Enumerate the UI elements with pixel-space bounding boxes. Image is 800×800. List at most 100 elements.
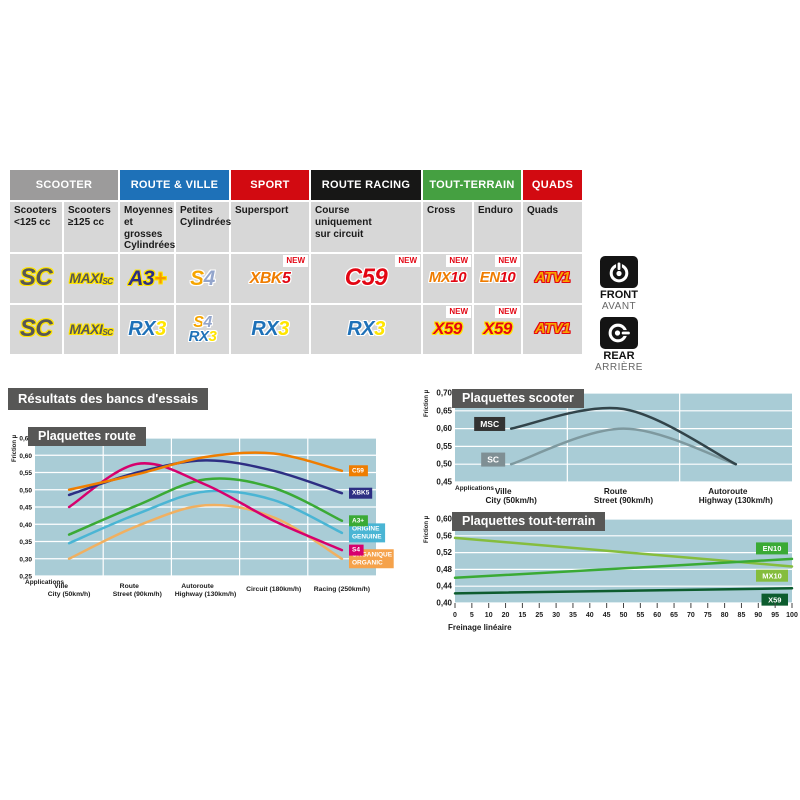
badge-en10: EN10 xyxy=(480,270,516,285)
svg-text:Street (90km/h): Street (90km/h) xyxy=(594,496,653,505)
rear-cell-atv1: ATV1 xyxy=(523,305,582,354)
svg-text:Ville: Ville xyxy=(495,487,512,496)
svg-text:Route: Route xyxy=(604,487,628,496)
svg-text:Friction µ: Friction µ xyxy=(424,389,430,417)
badge-segment: 3 xyxy=(278,318,289,340)
badge-segment: MAXI xyxy=(69,320,103,337)
svg-text:95: 95 xyxy=(771,612,779,619)
svg-text:Applications: Applications xyxy=(25,579,64,586)
rear-cell-rx3: RX3 xyxy=(231,305,309,354)
svg-text:Friction µ: Friction µ xyxy=(424,515,430,543)
svg-text:0,65: 0,65 xyxy=(436,406,452,415)
svg-text:0,65: 0,65 xyxy=(19,436,32,443)
svg-text:0,60: 0,60 xyxy=(436,424,452,433)
badge-maxisc: MAXISC xyxy=(69,320,113,337)
badge-segment: MAXI xyxy=(69,269,103,286)
svg-text:90: 90 xyxy=(754,612,762,619)
svg-text:0,70: 0,70 xyxy=(436,389,452,398)
badge-segment: RX xyxy=(128,318,156,340)
badge-segment: 4 xyxy=(203,266,216,290)
category-header-sport: SPORT xyxy=(231,170,309,200)
rear-label: REAR xyxy=(603,350,635,362)
svg-text:10: 10 xyxy=(485,612,493,619)
rear-cell-s4rx3: S4 RX3 xyxy=(176,305,229,354)
svg-text:0,50: 0,50 xyxy=(436,460,452,469)
svg-text:Friction µ: Friction µ xyxy=(12,434,18,462)
badge-s4: S4 xyxy=(190,266,216,290)
front-cell-c59: NEW C59 xyxy=(311,254,421,303)
svg-text:XBK5: XBK5 xyxy=(352,490,370,497)
svg-text:15: 15 xyxy=(519,612,527,619)
rear-axle-box xyxy=(600,317,638,349)
svg-text:MSC: MSC xyxy=(480,419,499,429)
badge-rx3: RX3 xyxy=(251,318,289,340)
svg-text:65: 65 xyxy=(670,612,678,619)
front-cell-en10: NEW EN10 xyxy=(474,254,521,303)
svg-text:City (50km/h): City (50km/h) xyxy=(48,591,91,598)
svg-text:ORGANIQUE: ORGANIQUE xyxy=(352,551,393,558)
terrain-chart: 0,40 0,44 0,48 0,52 0,56 0,60 Friction µ MX10 EN… xyxy=(424,515,798,633)
badge-segment: RX xyxy=(347,318,375,340)
subheader-quads: Quads xyxy=(523,202,582,252)
badge-segment: S xyxy=(190,266,204,290)
badge-segment: RX xyxy=(188,327,209,345)
svg-text:0,44: 0,44 xyxy=(436,582,452,591)
subheader-course: Course uniquement sur circuit xyxy=(311,202,421,252)
badge-segment: A3 xyxy=(128,266,155,290)
svg-text:0,40: 0,40 xyxy=(436,599,452,608)
new-badge: NEW xyxy=(395,255,420,267)
badge-segment: 3 xyxy=(208,327,217,345)
scooter-chart-title: Plaquettes scooter xyxy=(452,389,584,408)
category-header-routeracing: ROUTE RACING xyxy=(311,170,421,200)
svg-text:50: 50 xyxy=(620,612,628,619)
route-chart-title: Plaquettes route xyxy=(28,427,146,446)
svg-text:0: 0 xyxy=(453,612,457,619)
rear-cell-rx3: RX3 xyxy=(311,305,421,354)
badge-x59: X59 xyxy=(483,320,512,337)
svg-text:70: 70 xyxy=(687,612,695,619)
front-cell-sc: SC xyxy=(10,254,62,303)
rear-cell-sc: SC xyxy=(10,305,62,354)
badge-rx3: RX3 xyxy=(128,318,166,340)
svg-text:45: 45 xyxy=(603,612,611,619)
svg-text:0,52: 0,52 xyxy=(436,548,452,557)
svg-text:0,55: 0,55 xyxy=(436,442,452,451)
svg-text:40: 40 xyxy=(586,612,594,619)
badge-maxisc: MAXISC xyxy=(69,269,113,286)
rear-cell-rx3: RX3 xyxy=(120,305,174,354)
svg-text:Route: Route xyxy=(120,583,139,590)
subheader-supersport: Supersport xyxy=(231,202,309,252)
new-badge: NEW xyxy=(495,306,520,318)
svg-text:0,60: 0,60 xyxy=(436,515,452,524)
svg-text:0,56: 0,56 xyxy=(436,531,452,540)
front-cell-a3: A3+ xyxy=(120,254,174,303)
svg-text:0,45: 0,45 xyxy=(19,505,32,512)
category-header-quads: QUADS xyxy=(523,170,582,200)
badge-segment: C59 xyxy=(344,264,388,292)
svg-text:0,35: 0,35 xyxy=(19,539,32,546)
badge-segment: ATV1 xyxy=(534,269,571,287)
svg-text:5: 5 xyxy=(470,612,474,619)
svg-text:60: 60 xyxy=(653,612,661,619)
svg-text:0,30: 0,30 xyxy=(19,556,32,563)
svg-text:85: 85 xyxy=(738,612,746,619)
svg-text:ORGANIC: ORGANIC xyxy=(352,559,383,566)
subheader-moyennes: Moyennes et grosses Cylindrées xyxy=(120,202,175,252)
svg-text:0,48: 0,48 xyxy=(436,565,452,574)
badge-segment: 5 xyxy=(281,269,291,287)
front-cell-mx10: NEW MX10 xyxy=(423,254,472,303)
svg-text:Street (90km/h): Street (90km/h) xyxy=(113,591,162,598)
badge-segment: XBK xyxy=(249,269,283,287)
badge-x59: X59 xyxy=(433,320,462,337)
svg-text:0,40: 0,40 xyxy=(19,522,32,529)
front-cell-maxisc: MAXISC xyxy=(64,254,118,303)
svg-text:SC: SC xyxy=(487,455,499,465)
badge-segment: SC xyxy=(19,315,53,343)
rear-sub-label: ARRIÈRE xyxy=(595,362,643,373)
svg-text:MX10: MX10 xyxy=(762,572,782,581)
section-title: Résultats des bancs d'essais xyxy=(8,388,209,410)
svg-text:Highway (130km/h): Highway (130km/h) xyxy=(699,496,773,505)
subheader-cross: Cross xyxy=(423,202,472,252)
badge-atv1: ATV1 xyxy=(534,269,571,287)
